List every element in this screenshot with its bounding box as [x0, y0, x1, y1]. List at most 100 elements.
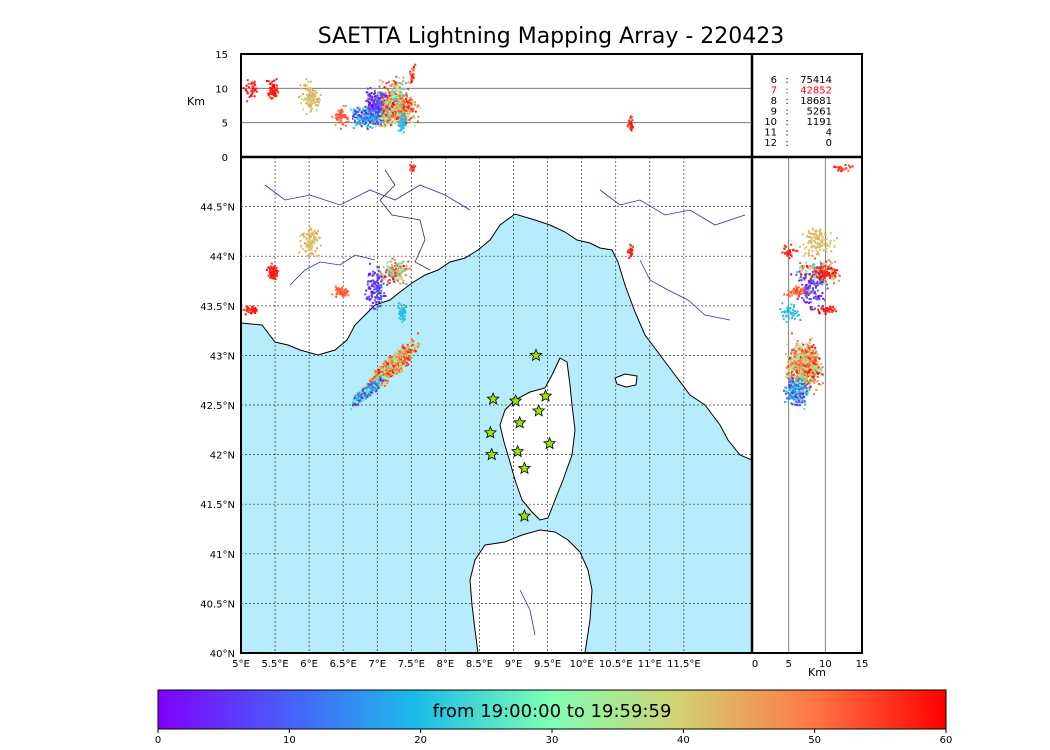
map-point: [370, 382, 373, 385]
map-point: [344, 294, 347, 297]
top-point: [400, 93, 403, 96]
top-point: [301, 97, 304, 100]
top-point: [391, 88, 394, 91]
map-point: [384, 360, 387, 363]
top-point: [413, 103, 416, 106]
map-point: [379, 294, 382, 297]
top-point: [271, 80, 274, 83]
map-point: [377, 282, 380, 285]
station-star: [486, 391, 500, 405]
top-point: [396, 112, 399, 115]
top-point: [417, 115, 420, 118]
top-point: [395, 98, 398, 101]
map-point: [379, 366, 382, 369]
side-point: [788, 372, 791, 375]
map-point: [391, 373, 394, 376]
top-point: [409, 82, 412, 85]
map-point: [340, 287, 343, 290]
top-point: [368, 98, 371, 101]
top-point: [316, 98, 319, 101]
map-point: [371, 290, 374, 293]
top-point: [410, 108, 413, 111]
map-point: [389, 375, 392, 378]
top-point: [386, 100, 389, 103]
map-point: [373, 285, 376, 288]
top-point: [394, 96, 397, 99]
map-point: [315, 238, 318, 241]
top-point: [269, 92, 272, 95]
map-point: [395, 356, 398, 359]
top-point: [397, 109, 400, 112]
map-point: [403, 314, 406, 317]
top-point: [248, 86, 251, 89]
map-point: [337, 290, 340, 293]
top-point: [388, 104, 391, 107]
map-point: [362, 394, 365, 397]
side-point: [799, 347, 802, 350]
top-point: [405, 122, 408, 125]
map-point: [391, 356, 394, 359]
map-point: [402, 282, 405, 285]
map-point: [627, 249, 630, 252]
top-point: [376, 94, 379, 97]
side-point: [807, 370, 810, 373]
top-point: [377, 91, 380, 94]
side-point: [786, 400, 789, 403]
map-point: [394, 273, 397, 276]
map-point: [394, 355, 397, 358]
top-point: [378, 122, 381, 125]
map-point: [389, 359, 392, 362]
map-point: [246, 308, 249, 311]
top-point: [369, 87, 372, 90]
map-point: [331, 293, 334, 296]
map-point: [383, 292, 386, 295]
top-point: [403, 87, 406, 90]
top-point: [371, 107, 374, 110]
map-point: [397, 306, 400, 309]
top-point: [362, 122, 365, 125]
map-point: [417, 342, 420, 345]
side-point: [800, 363, 803, 366]
top-point: [246, 91, 249, 94]
map-point: [349, 402, 352, 405]
top-point: [255, 87, 258, 90]
map-point: [253, 311, 256, 314]
side-point: [792, 374, 795, 377]
top-point: [381, 101, 384, 104]
top-point: [331, 115, 334, 118]
map-point: [629, 255, 632, 258]
top-point: [337, 110, 340, 113]
map-point: [308, 231, 311, 234]
map-point: [339, 291, 342, 294]
map-point: [310, 228, 313, 231]
map-point: [383, 367, 386, 370]
map-point: [383, 366, 386, 369]
top-point: [385, 82, 388, 85]
top-point: [267, 92, 270, 95]
map-point: [353, 396, 356, 399]
top-point: [337, 109, 340, 112]
side-point: [804, 342, 807, 345]
map-point: [365, 392, 368, 395]
map-point: [397, 266, 400, 269]
top-point: [315, 109, 318, 112]
map-point: [377, 284, 380, 287]
top-point: [412, 107, 415, 110]
map-point: [250, 305, 253, 308]
map-point: [242, 308, 245, 311]
top-point: [403, 112, 406, 115]
side-point: [809, 372, 812, 375]
side-point: [797, 366, 800, 369]
map-point: [398, 371, 401, 374]
side-point: [801, 378, 804, 381]
top-point: [367, 118, 370, 121]
side-point: [811, 369, 814, 372]
side-point: [812, 343, 815, 346]
map-point: [391, 257, 394, 260]
map-point: [367, 386, 370, 389]
map-point: [404, 354, 407, 357]
side-point: [812, 355, 815, 358]
side-point: [809, 368, 812, 371]
map-point: [314, 249, 317, 252]
top-point: [384, 115, 387, 118]
